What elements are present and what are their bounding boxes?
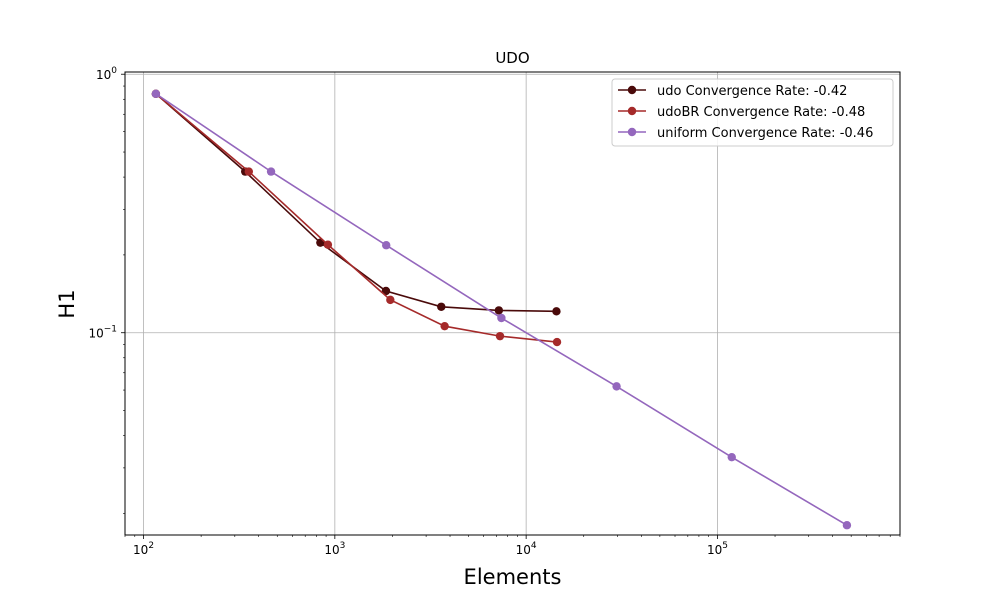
legend-entry: udoBR Convergence Rate: -0.48 [618, 105, 865, 120]
data-point [244, 167, 253, 176]
axis-ticks: 102 103 104 105 100 10−1 [88, 66, 901, 557]
data-point [440, 321, 449, 331]
data-point [437, 302, 446, 311]
series-1 [151, 89, 562, 347]
legend-entry: udo Convergence Rate: -0.42 [618, 84, 847, 99]
chart-title: UDO [495, 49, 529, 67]
legend-marker [627, 85, 637, 95]
grid-lines [125, 72, 900, 535]
data-point [552, 307, 561, 316]
x-tick-label: 105 [707, 541, 728, 557]
x-axis-label: Elements [464, 565, 562, 589]
series-line [155, 93, 557, 313]
data-point [727, 452, 736, 462]
data-point [151, 89, 161, 98]
data-point [497, 313, 506, 323]
x-tick-label: 102 [133, 541, 154, 557]
legend-box [611, 78, 894, 147]
legend-label: udo Convergence Rate: -0.42 [657, 84, 847, 99]
legend-label: uniform Convergence Rate: -0.46 [657, 126, 873, 141]
legend-marker [627, 106, 637, 116]
data-point [495, 331, 505, 341]
data-point [382, 241, 391, 250]
data-point [552, 337, 562, 347]
legend-label: udoBR Convergence Rate: -0.48 [657, 105, 865, 120]
data-point [386, 295, 395, 305]
data-point [494, 306, 504, 315]
y-tick-label: 10−1 [88, 325, 117, 341]
series-layer [151, 89, 852, 530]
legend: udo Convergence Rate: -0.42 udoBR Converg… [611, 78, 894, 147]
y-tick-label: 100 [96, 66, 117, 82]
data-point [612, 382, 621, 391]
series-line [155, 93, 558, 343]
plot-frame [124, 71, 901, 536]
y-axis-label: H1 [55, 289, 79, 318]
series-2 [151, 89, 852, 530]
data-point [266, 167, 276, 176]
series-0 [151, 89, 561, 316]
data-point [323, 240, 333, 249]
legend-entry: uniform Convergence Rate: -0.46 [618, 126, 873, 141]
legend-marker [627, 127, 637, 137]
x-tick-label: 104 [516, 541, 537, 557]
data-point [842, 521, 852, 530]
x-tick-label: 103 [324, 541, 345, 557]
